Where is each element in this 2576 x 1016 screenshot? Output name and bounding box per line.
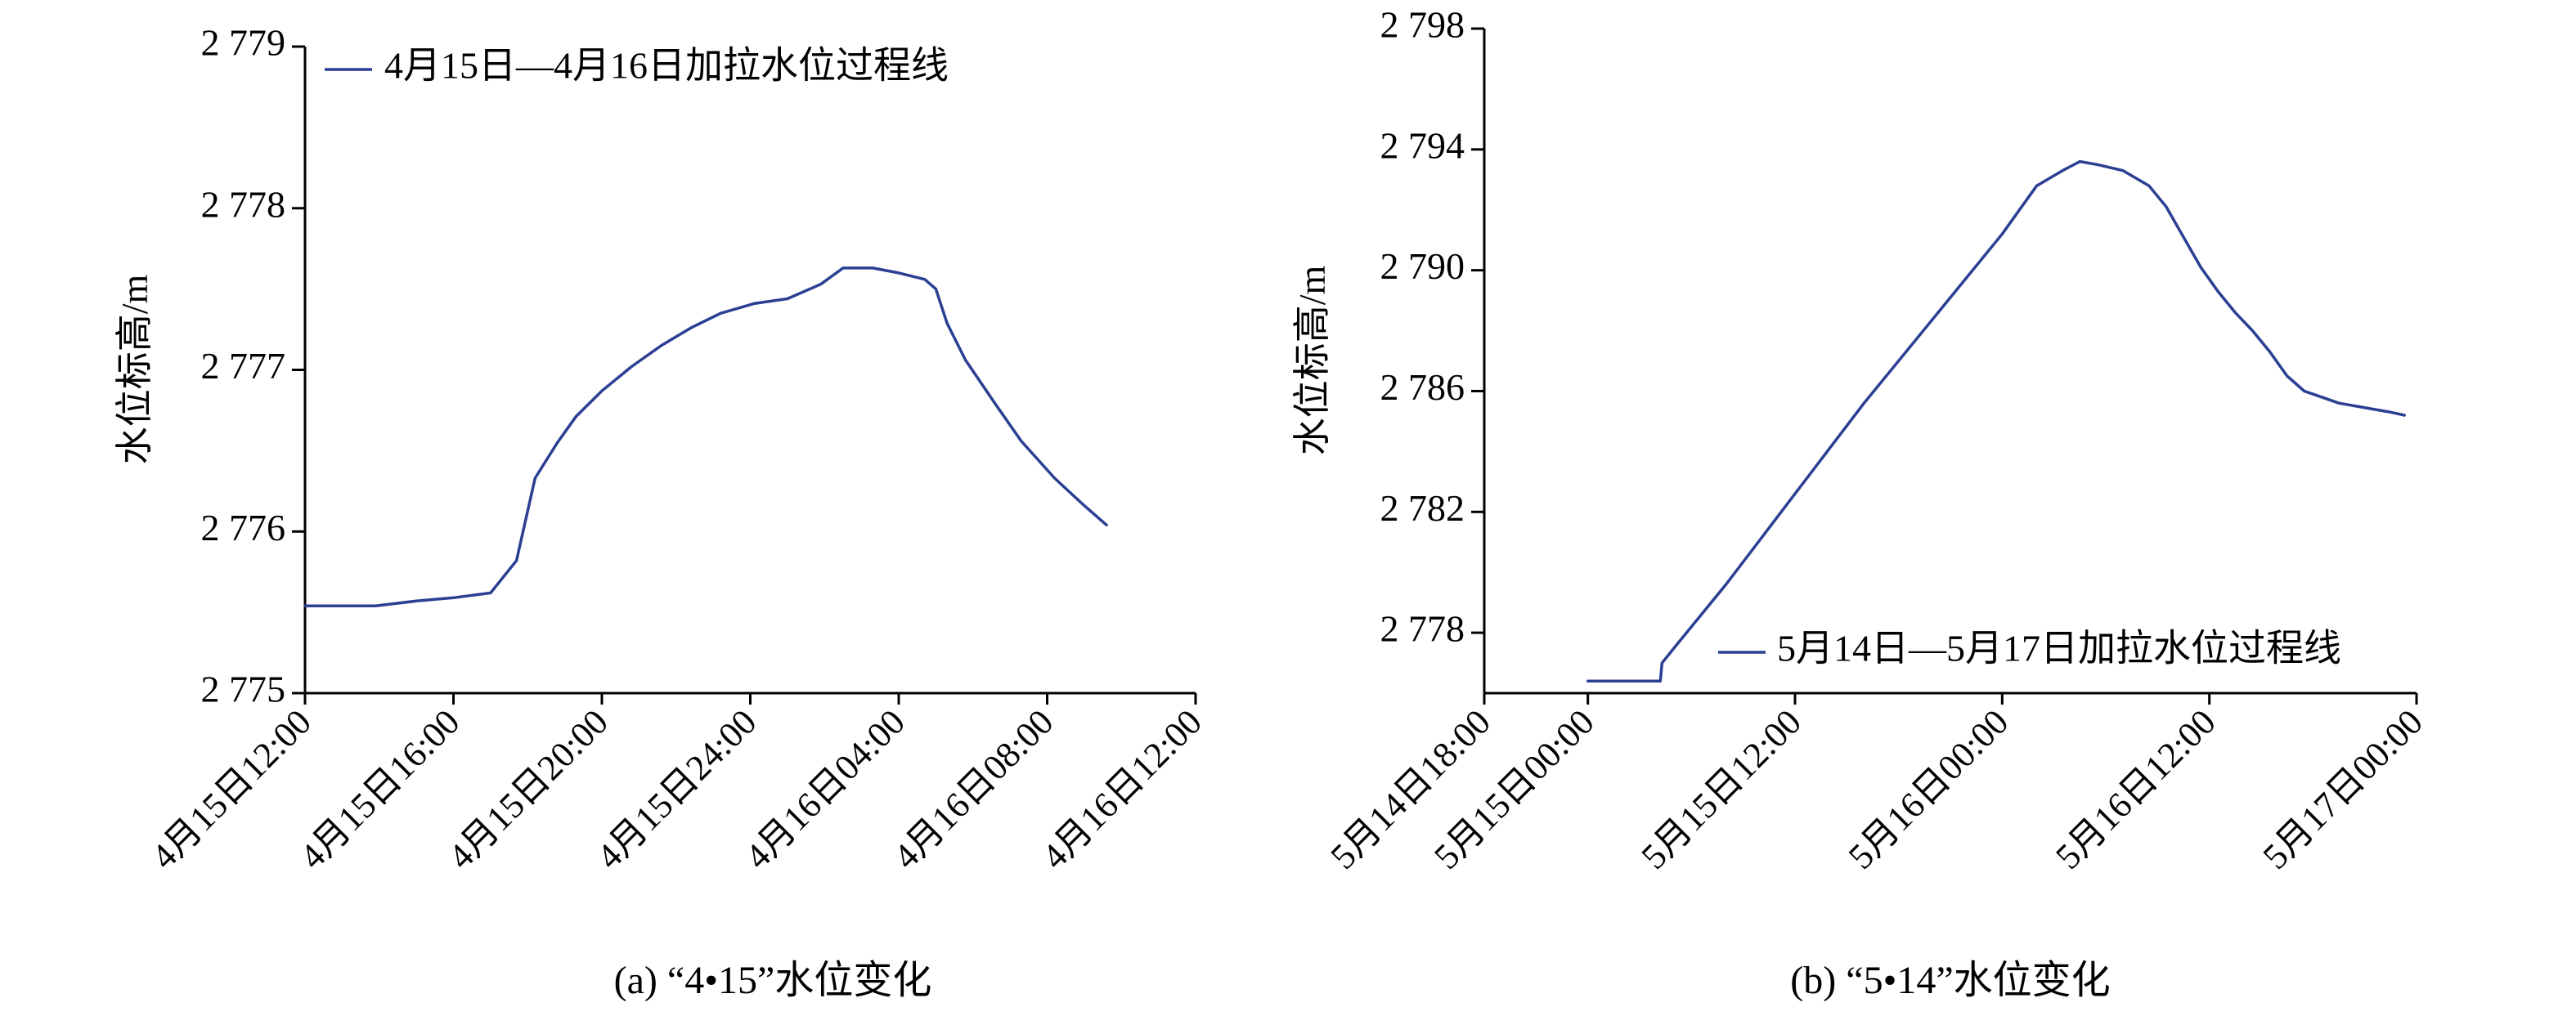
x-tick-label: 4月16日04:00 xyxy=(738,701,913,876)
x-tick-label: 4月16日12:00 xyxy=(1034,701,1209,876)
y-axis-label: 水位标高/m xyxy=(1291,266,1333,456)
y-tick-label: 2 775 xyxy=(201,669,286,710)
x-tick-label: 4月15日12:00 xyxy=(144,701,319,876)
x-tick-label: 4月15日16:00 xyxy=(292,701,467,876)
y-tick-label: 2 786 xyxy=(1380,366,1465,408)
y-tick-label: 2 778 xyxy=(1380,608,1465,650)
series-line xyxy=(303,266,1108,607)
y-tick-label: 2 776 xyxy=(201,507,286,548)
y-tick-label: 2 798 xyxy=(1380,4,1465,46)
legend-label: 4月15日—4月16日加拉水位过程线 xyxy=(384,45,949,87)
x-tick-label: 5月16日12:00 xyxy=(2048,701,2223,876)
y-tick-label: 2 790 xyxy=(1380,245,1465,287)
legend-label: 5月14日—5月17日加拉水位过程线 xyxy=(1777,628,2341,669)
y-tick-label: 2 782 xyxy=(1380,487,1465,529)
y-tick-label: 2 778 xyxy=(201,183,286,225)
x-tick-label: 5月15日12:00 xyxy=(1634,701,1809,876)
y-tick-label: 2 777 xyxy=(201,345,286,387)
x-tick-label: 4月15日24:00 xyxy=(589,701,764,876)
panel-caption: (b) “5•14”水位变化 xyxy=(1790,959,2110,1002)
x-tick-label: 5月17日00:00 xyxy=(2255,701,2430,876)
x-tick-label: 4月15日20:00 xyxy=(441,701,616,876)
y-axis-label: 水位标高/m xyxy=(114,275,155,465)
x-tick-label: 4月16日08:00 xyxy=(886,701,1061,876)
y-tick-label: 2 794 xyxy=(1380,124,1465,166)
series-line xyxy=(1586,159,2406,683)
panel-caption: (a) “4•15”水位变化 xyxy=(614,959,932,1002)
y-tick-label: 2 779 xyxy=(201,22,286,64)
x-tick-label: 5月16日00:00 xyxy=(1841,701,2016,876)
